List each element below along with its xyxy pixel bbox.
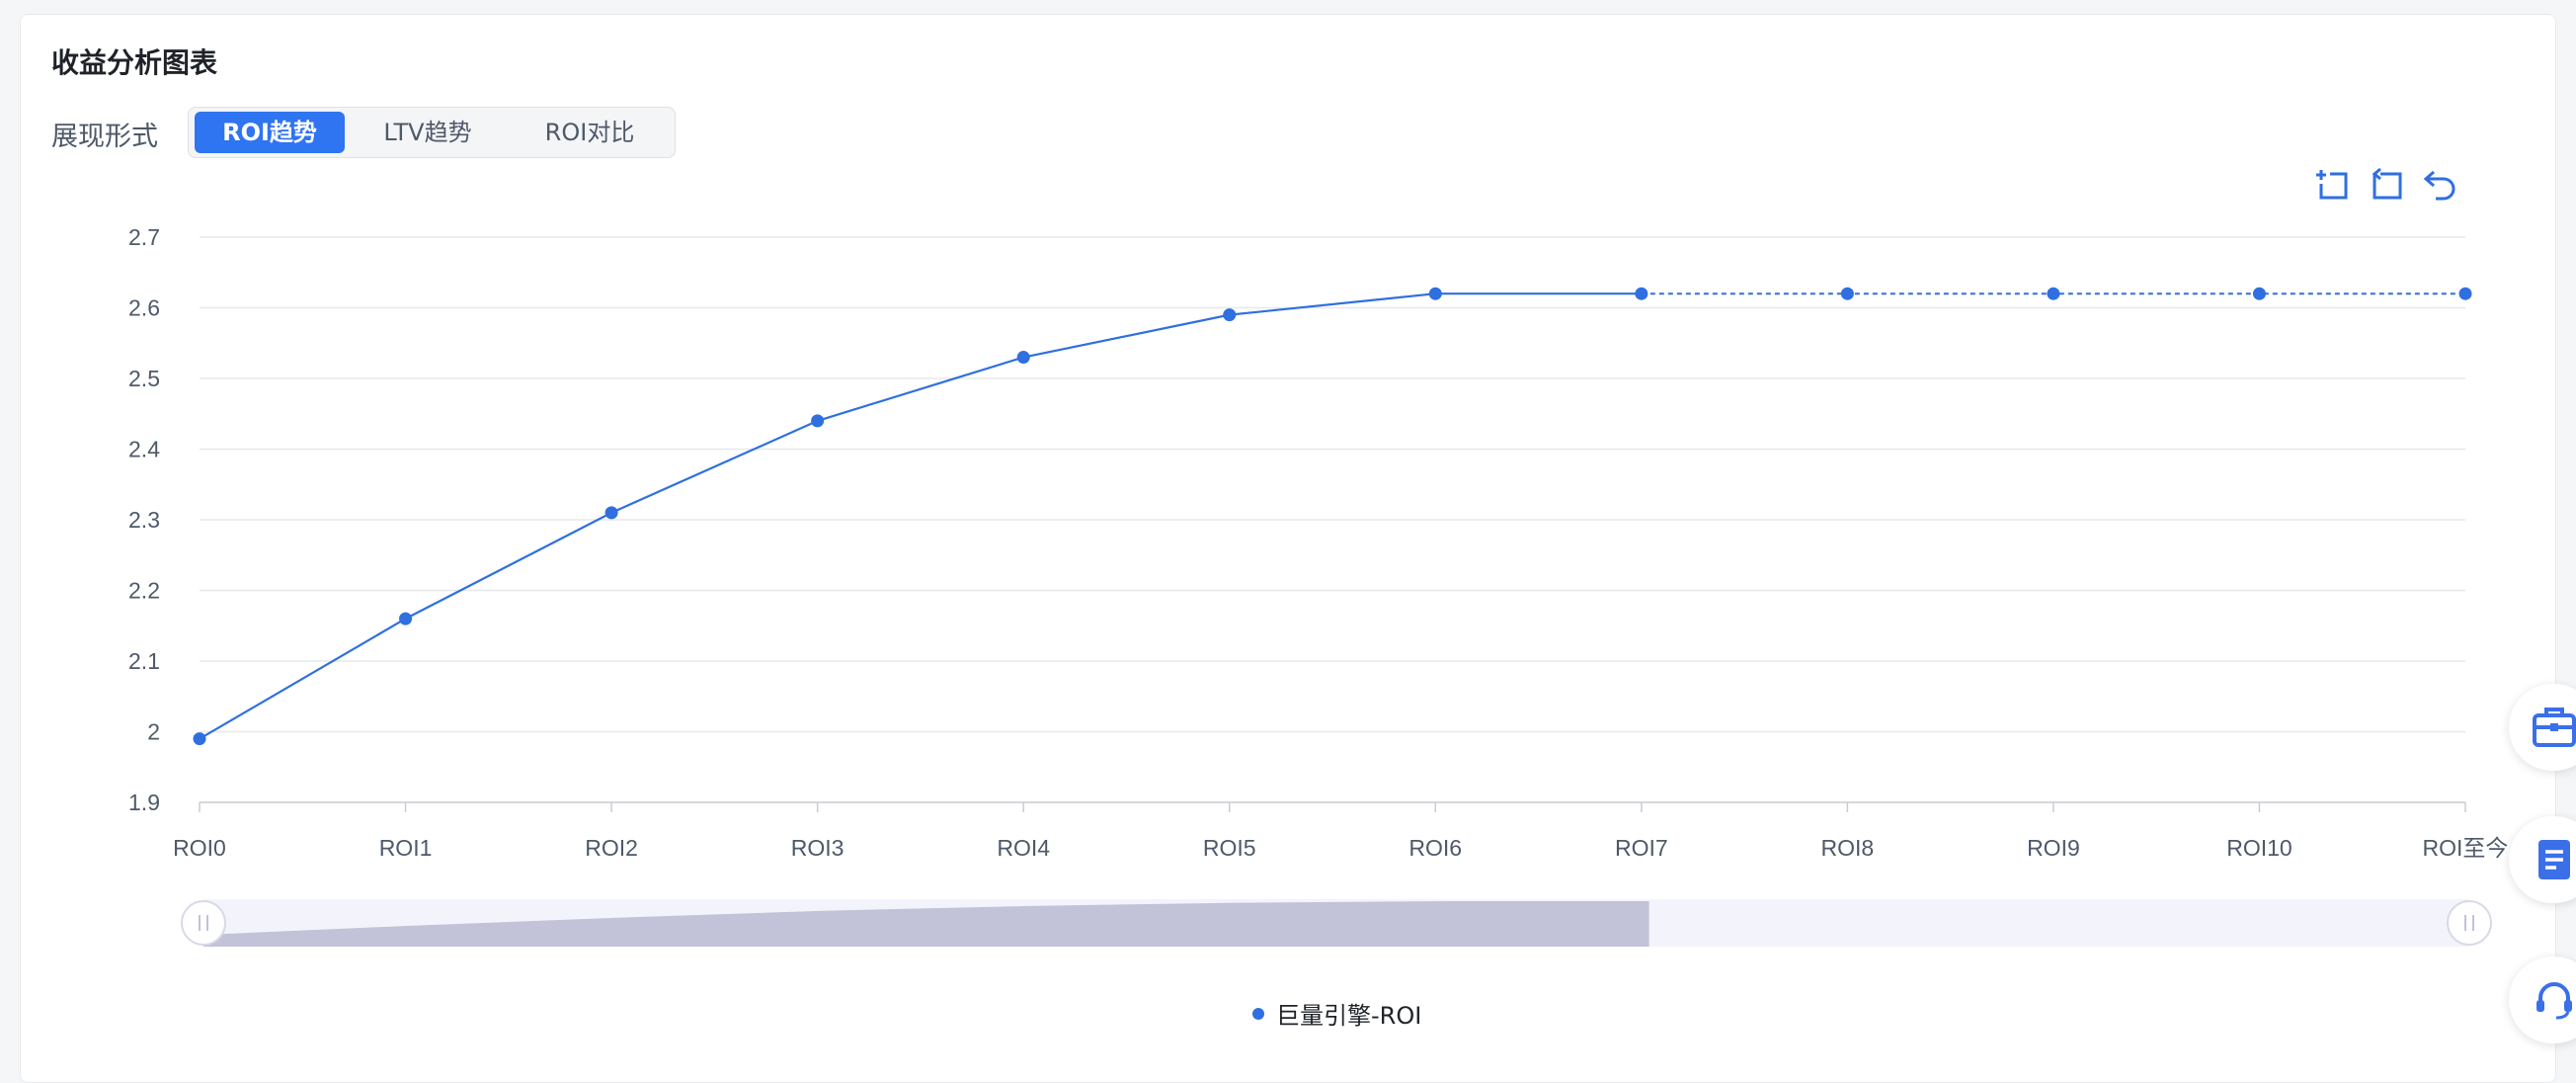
legend-label: 巨量引擎-ROI	[1276, 1002, 1422, 1030]
axis-layer: 1.9 2 2.1 2.2 2.3 2.4 2.5 2.6 2.7 ROI0 ROI1 ROI2 ROI…	[128, 224, 2508, 861]
data-point	[1016, 351, 1030, 365]
zoom-area-icon[interactable]	[2313, 166, 2351, 204]
zoom-reset-icon[interactable]	[2369, 166, 2406, 204]
x-tick-label: ROI6	[1409, 835, 1462, 861]
grid-layer	[200, 236, 2465, 803]
roi-line-chart: 1.9 2 2.1 2.2 2.3 2.4 2.5 2.6 2.7 ROI0 ROI1 ROI2 ROI…	[128, 224, 2508, 947]
x-tick-label: ROI4	[997, 835, 1050, 861]
x-tick-label: ROI8	[1821, 835, 1875, 861]
data-point	[1840, 287, 1854, 300]
tab-ltv-trend[interactable]: LTV趋势	[383, 119, 472, 146]
document-icon	[2538, 840, 2570, 879]
card-title: 收益分析图表	[51, 46, 218, 79]
data-zoom-slider	[181, 899, 2492, 947]
slider-handle-knob	[2447, 900, 2492, 946]
y-tick-label: 2.6	[128, 295, 160, 321]
series-line-solid	[199, 292, 1642, 740]
data-point	[604, 506, 618, 520]
x-tick-label: ROI10	[2226, 835, 2292, 861]
slider-handle-start[interactable]	[181, 900, 226, 946]
data-point	[193, 732, 206, 746]
data-point	[2252, 287, 2266, 300]
x-tick-label: ROI3	[791, 835, 845, 861]
data-point	[811, 414, 825, 428]
tab-roi-trend[interactable]: ROI趋势	[195, 112, 345, 153]
side-support-button[interactable]	[2509, 957, 2576, 1043]
chart-legend[interactable]: 巨量引擎-ROI	[1252, 996, 1421, 1031]
y-tick-label: 2.3	[128, 507, 160, 533]
x-tick-label: ROI2	[585, 835, 638, 861]
x-tick-label: ROI7	[1615, 835, 1668, 861]
display-mode-switch: ROI趋势 LTV趋势 ROI对比	[188, 107, 676, 158]
y-tick-label: 2.1	[128, 648, 160, 674]
x-tick-label: ROI至今	[2423, 835, 2509, 861]
side-toolbox-button[interactable]	[2509, 684, 2576, 771]
data-point	[2458, 287, 2472, 300]
data-point	[1635, 287, 1649, 300]
data-point	[1223, 308, 1237, 322]
x-tick-label: ROI0	[173, 835, 226, 861]
legend-marker	[1252, 1007, 1264, 1020]
x-tick-label: ROI1	[379, 835, 433, 861]
x-tick-label: ROI9	[2027, 835, 2080, 861]
side-document-button[interactable]	[2509, 816, 2576, 903]
y-tick-label: 2.5	[128, 366, 160, 391]
data-point	[1428, 287, 1442, 300]
slider-data-shadow	[203, 901, 1650, 947]
y-tick-label: 2.7	[128, 224, 160, 250]
y-tick-label: 2.2	[128, 578, 160, 604]
y-tick-label: 1.9	[128, 790, 160, 815]
restore-icon[interactable]	[2422, 166, 2459, 204]
x-tick-label: ROI5	[1203, 835, 1256, 861]
series-layer	[193, 287, 2472, 746]
toolbox-icon	[2533, 708, 2576, 747]
data-point	[399, 612, 413, 625]
slider-handle-end[interactable]	[2447, 900, 2492, 946]
y-tick-label: 2	[147, 719, 160, 745]
slider-handle-knob	[181, 900, 226, 946]
tab-roi-compare[interactable]: ROI对比	[544, 119, 635, 146]
display-mode-label: 展现形式	[51, 122, 158, 152]
data-point	[2047, 287, 2060, 300]
headset-icon	[2536, 982, 2572, 1020]
y-tick-label: 2.4	[128, 437, 160, 462]
